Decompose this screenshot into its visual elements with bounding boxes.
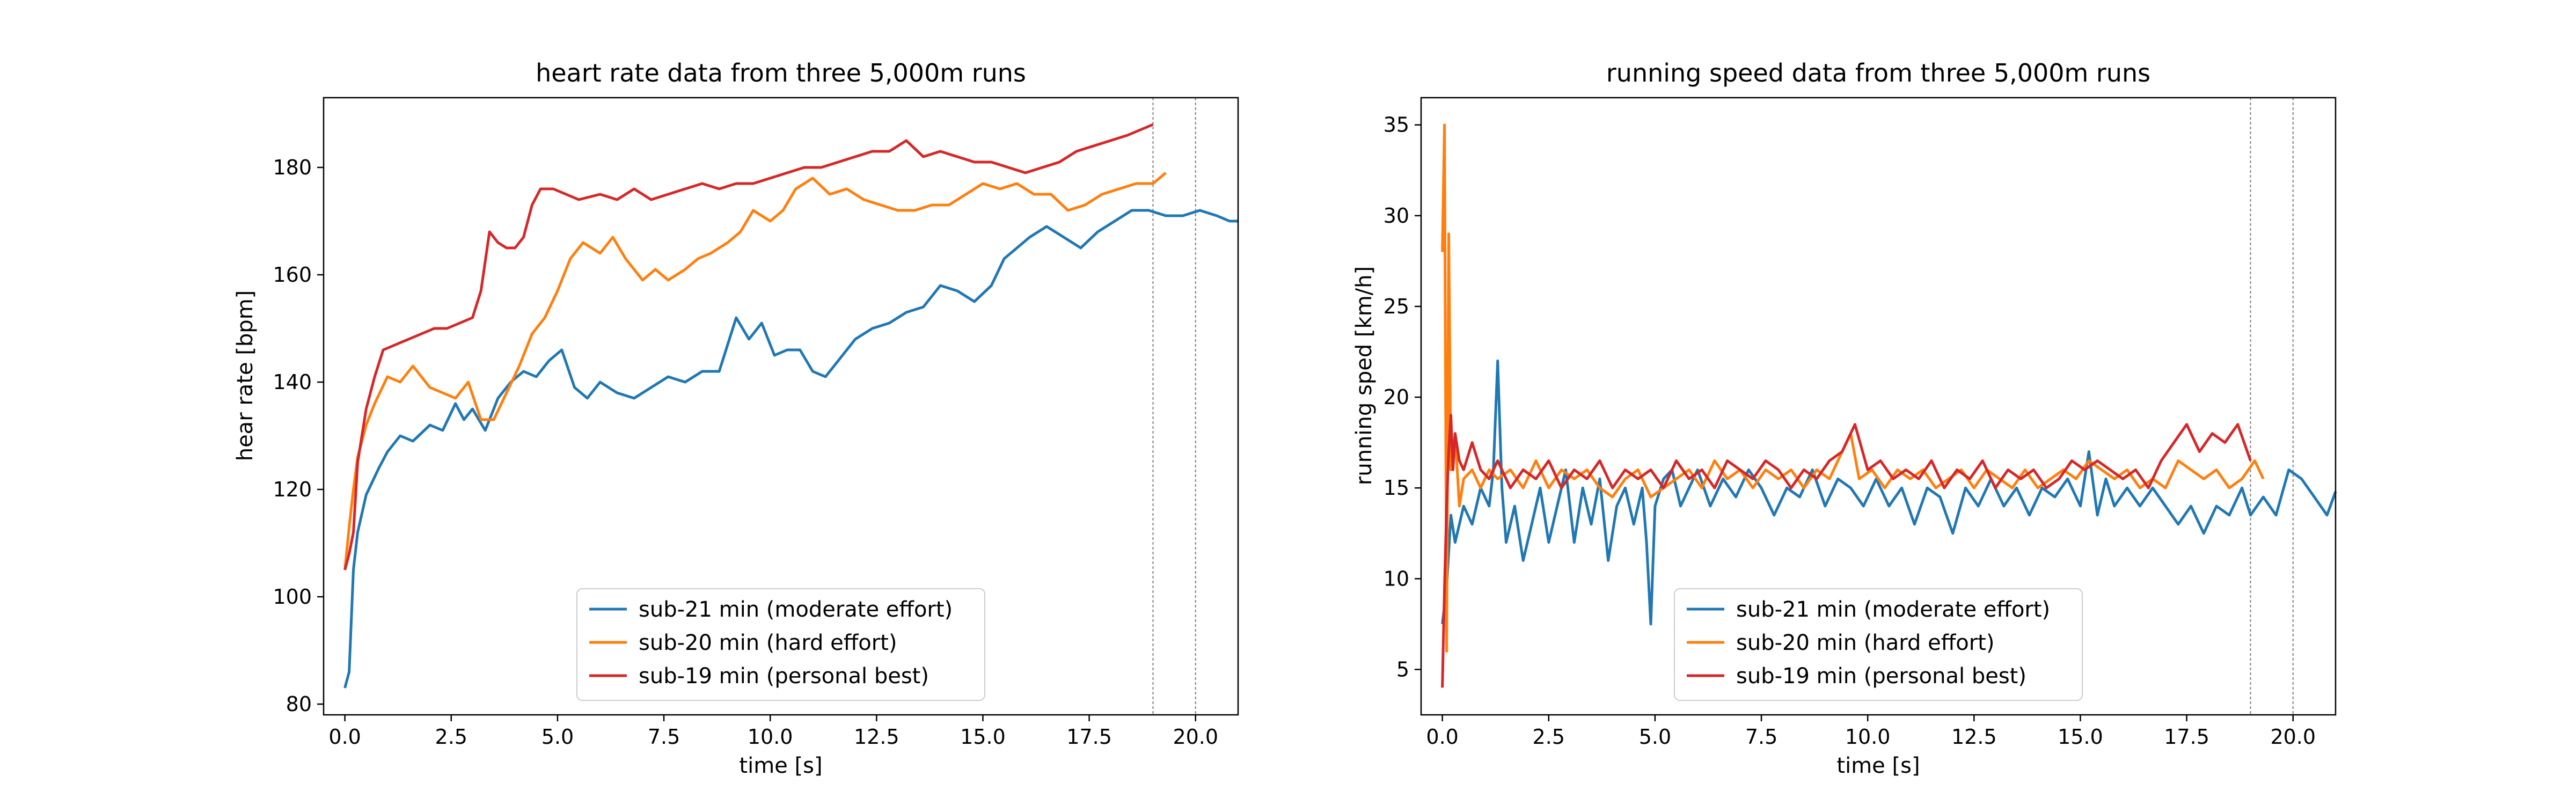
legend-label-sub-19: sub-19 min (personal best) [1736, 664, 2026, 689]
x-tick-label: 15.0 [960, 725, 1006, 749]
running-speed-chart: running speed data from three 5,000m run… [1352, 58, 2337, 778]
y-tick-label: 20 [1384, 385, 1409, 409]
y-tick-label: 160 [273, 263, 312, 287]
series-lines [1441, 123, 2337, 688]
series-line-2 [343, 172, 1167, 570]
legend-label-sub-21: sub-21 min (moderate effort) [1736, 597, 2050, 622]
y-tick-label: 10 [1384, 567, 1409, 590]
x-tick-label: 10.0 [1845, 725, 1891, 749]
y-tick-label: 180 [273, 156, 312, 179]
y-tick-label: 120 [273, 478, 312, 501]
legend: sub-21 min (moderate effort) sub-20 min … [1674, 588, 2083, 701]
x-tick-label: 5.0 [541, 725, 574, 749]
chart-title: heart rate data from three 5,000m runs [536, 58, 1026, 87]
x-tick-label: 0.0 [328, 725, 361, 749]
x-axis-ticks: 0.0 2.5 5.0 7.5 10.0 12.5 15.0 17.5 20.0 [1426, 715, 2316, 749]
y-tick-label: 80 [286, 692, 312, 716]
y-tick-label: 15 [1384, 476, 1409, 500]
axes-frame [1420, 97, 2337, 716]
series-line-2 [1441, 123, 2265, 653]
x-tick-label: 20.0 [2270, 725, 2316, 749]
x-tick-label: 12.5 [1951, 725, 1997, 749]
y-axis-label: running sped [km/h] [1352, 266, 1377, 485]
chart-title: running speed data from three 5,000m run… [1606, 58, 2150, 87]
legend-box [576, 588, 985, 701]
x-tick-label: 10.0 [748, 725, 793, 749]
y-axis-ticks: 5 10 15 20 25 30 35 [1384, 113, 1421, 681]
y-axis-ticks: 80 100 120 140 160 180 [273, 156, 324, 716]
series-lines [343, 123, 1238, 689]
x-tick-label: 2.5 [1533, 725, 1565, 749]
x-tick-label: 20.0 [1173, 725, 1218, 749]
x-tick-label: 7.5 [648, 725, 680, 749]
vertical-reference-lines [1152, 98, 1196, 715]
x-axis-label: time [s] [739, 753, 822, 778]
x-tick-label: 5.0 [1639, 725, 1671, 749]
series-line-3 [1441, 414, 2252, 688]
x-tick-label: 17.5 [2164, 725, 2209, 749]
x-axis-ticks: 0.0 2.5 5.0 7.5 10.0 12.5 15.0 17.5 20.0 [328, 715, 1218, 749]
x-tick-label: 7.5 [1745, 725, 1777, 749]
y-tick-label: 5 [1396, 657, 1409, 681]
legend-label-sub-20: sub-20 min (hard effort) [1736, 631, 1994, 655]
y-tick-label: 35 [1384, 113, 1409, 137]
heart-rate-chart: heart rate data from three 5,000m runs t… [233, 58, 1239, 778]
legend-box [1674, 588, 2083, 701]
legend-label-sub-20: sub-20 min (hard effort) [639, 631, 897, 655]
y-tick-label: 25 [1384, 295, 1409, 318]
x-tick-label: 0.0 [1426, 725, 1458, 749]
series-line-3 [343, 123, 1154, 570]
y-tick-label: 140 [273, 370, 312, 394]
vertical-reference-lines [2250, 98, 2294, 715]
series-line-1 [343, 209, 1238, 689]
x-tick-label: 2.5 [435, 725, 467, 749]
legend-label-sub-19: sub-19 min (personal best) [639, 664, 929, 689]
y-axis-label: hear rate [bpm] [233, 290, 258, 462]
axes-frame [323, 97, 1239, 716]
legend: sub-21 min (moderate effort) sub-20 min … [576, 588, 985, 701]
y-tick-label: 100 [273, 585, 312, 609]
y-tick-label: 30 [1384, 204, 1409, 228]
x-axis-label: time [s] [1836, 753, 1920, 778]
legend-label-sub-21: sub-21 min (moderate effort) [639, 597, 953, 622]
x-tick-label: 12.5 [854, 725, 899, 749]
x-tick-label: 15.0 [2058, 725, 2103, 749]
x-tick-label: 17.5 [1066, 725, 1112, 749]
